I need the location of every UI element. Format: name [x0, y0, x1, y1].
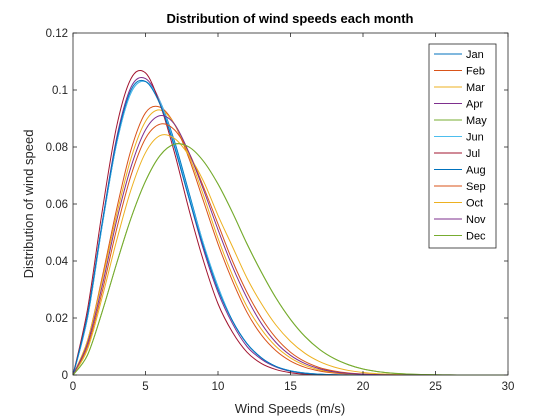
y-tick-label: 0: [62, 370, 68, 382]
legend-label-sep: Sep: [466, 181, 486, 193]
legend-label-oct: Oct: [466, 198, 483, 210]
legend-label-aug: Aug: [466, 165, 486, 177]
y-tick-label: 0.12: [46, 28, 68, 40]
legend-label-jun: Jun: [466, 132, 484, 144]
y-tick-label: 0.04: [46, 256, 69, 268]
legend-label-jul: Jul: [466, 148, 480, 160]
legend-label-dec: Dec: [466, 231, 486, 243]
y-tick-label: 0.06: [46, 199, 68, 211]
x-tick-label: 15: [284, 381, 297, 393]
legend-label-feb: Feb: [466, 66, 485, 78]
legend-label-jan: Jan: [466, 49, 484, 61]
legend-box: [428, 43, 497, 249]
y-tick-label: 0.02: [46, 313, 68, 325]
legend-label-nov: Nov: [466, 214, 486, 226]
x-tick-label: 20: [357, 381, 370, 393]
x-tick-label: 30: [502, 381, 515, 393]
legend: Jan Feb Mar Apr May Jun Jul Aug Sep Oct Nov Dec: [428, 43, 497, 249]
x-tick-label: 25: [429, 381, 442, 393]
chart-title: Distribution of wind speeds each month: [166, 11, 413, 26]
x-tick-label: 10: [212, 381, 225, 393]
x-tick-label: 5: [142, 381, 148, 393]
legend-label-may: May: [466, 115, 487, 127]
x-tick-label: 0: [70, 381, 76, 393]
y-tick-label: 0.1: [52, 85, 68, 97]
legend-label-mar: Mar: [466, 82, 485, 94]
y-tick-label: 0.08: [46, 142, 68, 154]
x-axis-label: Wind Speeds (m/s): [235, 401, 346, 416]
legend-label-apr: Apr: [466, 99, 483, 111]
axes-layer: 0 5 10 15 20 25 30 0 0.02 0.04 0.06 0.08 0.1 0.12: [46, 28, 515, 393]
y-axis-label: Distribution of wind speed: [21, 130, 36, 279]
